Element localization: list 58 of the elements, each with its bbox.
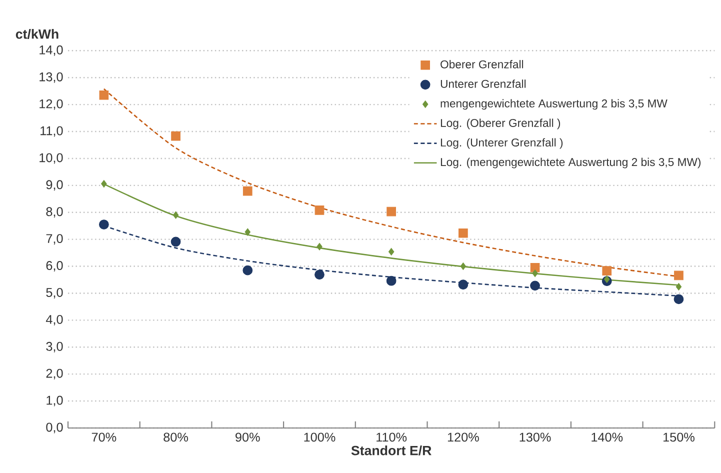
x-tick-label: 110% — [376, 432, 407, 442]
point — [674, 270, 684, 280]
legend-label: Log. (Unterer Grenzfall ) — [440, 138, 563, 149]
point — [171, 131, 180, 141]
y-tick-label: 13,0 — [40, 72, 63, 83]
y-tick-label: 7,0 — [46, 234, 63, 245]
point — [170, 236, 181, 247]
x-tick-label: 150% — [663, 432, 694, 442]
y-tick-label: 6,0 — [46, 261, 63, 272]
point — [386, 206, 396, 216]
point — [316, 242, 322, 250]
point — [99, 90, 109, 100]
point — [674, 294, 684, 304]
y-tick-label: 12,0 — [40, 99, 63, 110]
point — [244, 228, 251, 236]
y-tick-label: 8,0 — [46, 207, 63, 218]
point — [530, 280, 540, 291]
y-tick-label: 2,0 — [46, 368, 63, 380]
legend-label: Log. (Oberer Grenzfall ) — [440, 118, 560, 130]
point — [172, 211, 179, 219]
point — [98, 220, 109, 230]
x-tick-label: 90% — [236, 432, 260, 442]
point — [388, 248, 394, 256]
point — [532, 270, 538, 278]
point — [386, 276, 396, 286]
x-tick-label: 120% — [448, 432, 479, 442]
legend-label: mengengewichtete Auswertung 2 bis 3,5 MW — [440, 99, 668, 110]
x-tick-label: 130% — [520, 432, 551, 442]
y-tick-label: 4,0 — [46, 314, 63, 326]
y-tick-label: 11,0 — [40, 126, 63, 137]
x-axis-title: Standort E/R — [351, 445, 432, 456]
point — [242, 265, 253, 276]
point — [676, 283, 682, 290]
y-tick-label: 0,0 — [46, 422, 63, 434]
point — [602, 266, 612, 276]
point — [314, 206, 324, 215]
point — [530, 262, 540, 272]
point — [314, 270, 324, 280]
point — [458, 228, 468, 238]
point — [242, 186, 252, 196]
x-tick-label: 80% — [164, 432, 188, 442]
x-tick-label: 70% — [92, 432, 116, 442]
point — [101, 180, 107, 188]
y-tick-label: 14,0 — [40, 45, 63, 56]
legend-label: Unterer Grenzfall — [440, 80, 526, 88]
y-tick-label: 9,0 — [46, 180, 63, 191]
y-tick-label: 3,0 — [46, 342, 63, 352]
legend-label: Oberer Grenzfall — [440, 60, 524, 68]
point — [460, 262, 466, 270]
x-tick-label: 140% — [592, 432, 623, 442]
point — [604, 275, 610, 283]
x-tick-label: 100% — [304, 432, 336, 442]
y-axis-title: ct/kWh — [16, 29, 58, 39]
y-tick-label: 5,0 — [46, 288, 63, 298]
y-tick-label: 10,0 — [40, 153, 63, 164]
legend-label: Log. (mengengewichtete Auswertung 2 bis 3,5 MW) — [440, 158, 701, 168]
y-tick-label: 1,0 — [46, 396, 63, 406]
point — [458, 280, 468, 290]
